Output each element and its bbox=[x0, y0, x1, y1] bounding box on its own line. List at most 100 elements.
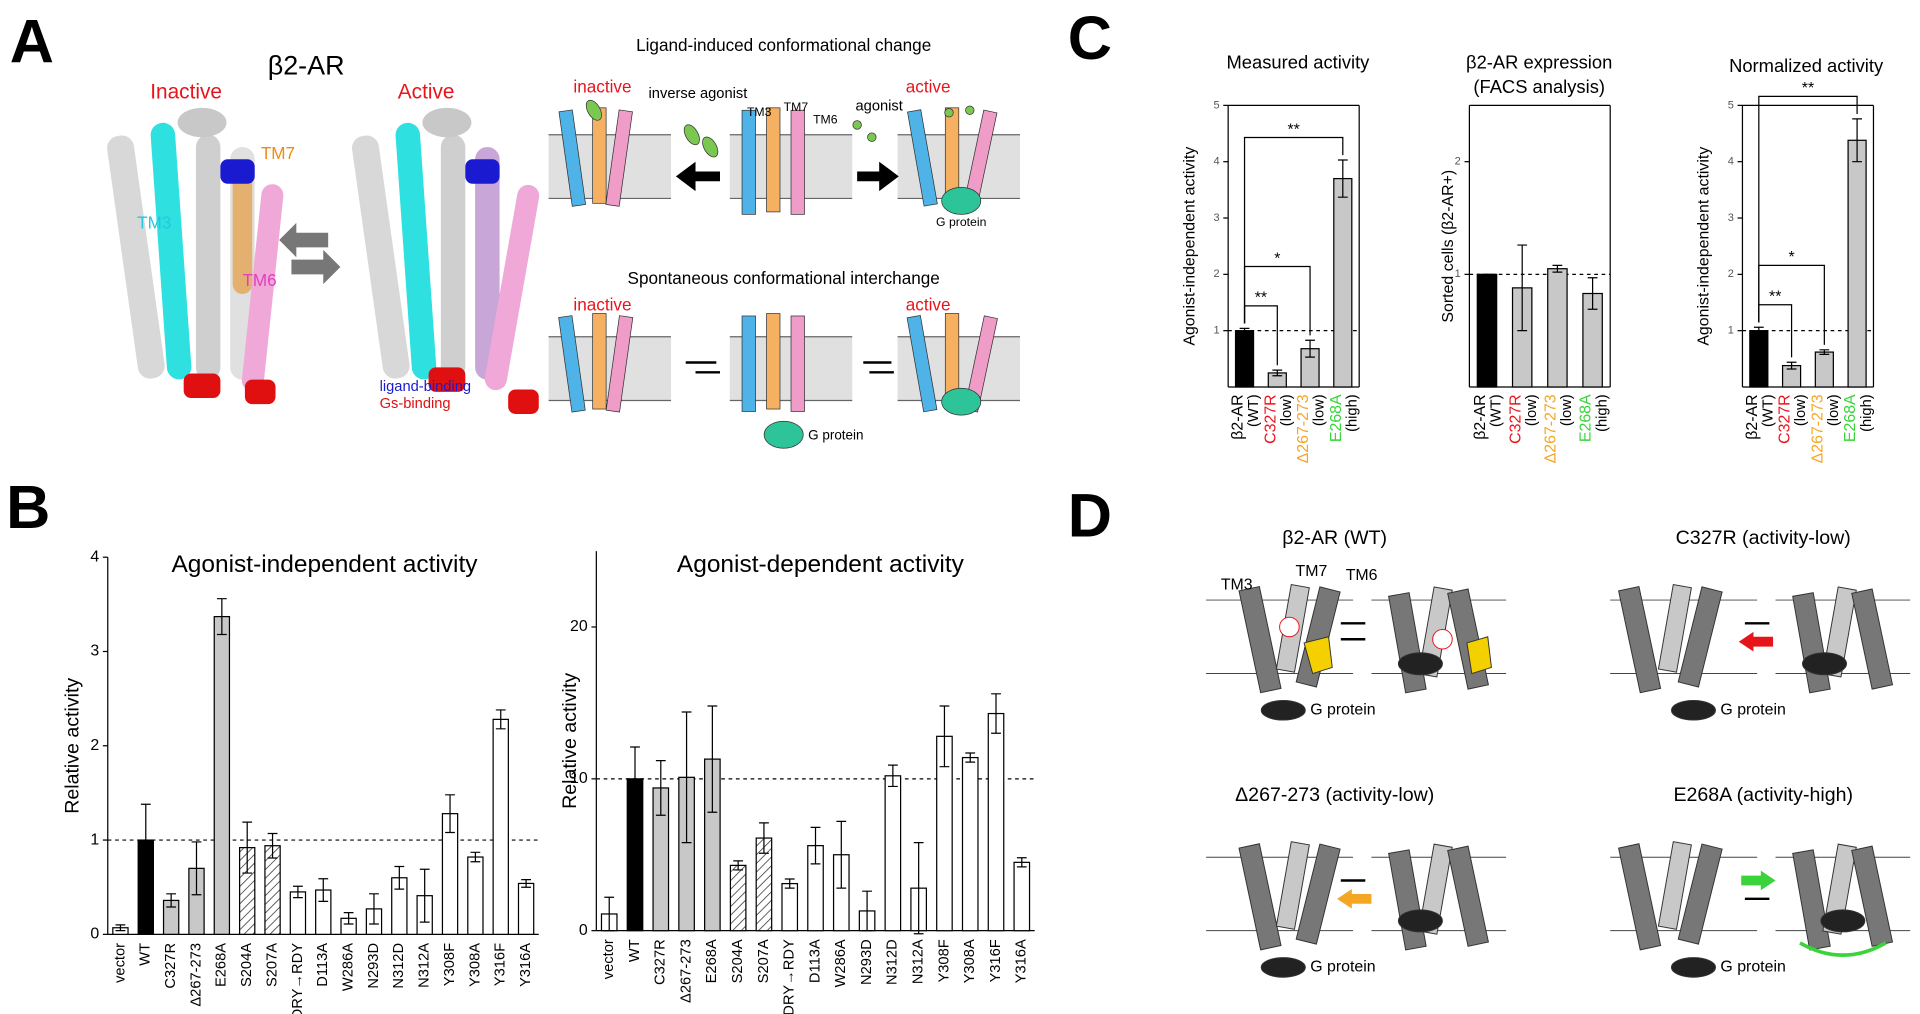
panel-d-text: β2-AR (WT) TM3 TM7 TM6 G protein C327R (… bbox=[1221, 527, 1853, 976]
error-bar bbox=[1786, 361, 1797, 370]
bar bbox=[517, 882, 535, 935]
panel-letter: B bbox=[6, 473, 50, 541]
x-tick-note: (WT) bbox=[1760, 394, 1776, 427]
x-tick-label: Y308F bbox=[936, 939, 952, 982]
y-tick-label: 4 bbox=[1728, 156, 1734, 168]
panel-letters: A B C D bbox=[6, 4, 1112, 550]
x-tick-label: Δ267-273 bbox=[678, 939, 694, 1003]
error-bar bbox=[604, 896, 615, 932]
error-bar bbox=[1239, 327, 1250, 334]
error-bar bbox=[445, 794, 455, 834]
x-tick-label: β2-AR bbox=[1230, 394, 1247, 439]
error-bar bbox=[1852, 118, 1862, 163]
label: TM7 bbox=[1296, 563, 1328, 580]
x-tick-label: Y308A bbox=[962, 939, 978, 983]
x-tick-label: vector bbox=[601, 939, 617, 979]
y-axis-label: Relative activity bbox=[559, 673, 581, 809]
x-tick-label: E268A bbox=[1578, 394, 1595, 442]
significance-label: ** bbox=[1802, 80, 1814, 97]
x-tick-note: (WT) bbox=[1489, 394, 1505, 427]
bar bbox=[467, 856, 484, 935]
x-tick-label: WT bbox=[627, 939, 643, 962]
y-tick-label: 2 bbox=[1728, 268, 1734, 280]
label: G protein bbox=[936, 215, 987, 229]
x-tick-label: Y308A bbox=[467, 943, 483, 987]
error-bar bbox=[191, 841, 202, 896]
error-bar bbox=[862, 890, 872, 932]
x-tick-label: S207A bbox=[264, 943, 280, 987]
x-tick-label: Y316F bbox=[988, 939, 1004, 982]
y-tick-label: 3 bbox=[1213, 212, 1219, 224]
label: G protein bbox=[1310, 959, 1375, 976]
error-bar bbox=[1305, 339, 1315, 358]
x-tick-label: Δ267-273 bbox=[1809, 394, 1826, 463]
x-tick-note: (low) bbox=[1559, 394, 1575, 426]
x-tick-label: N293D bbox=[366, 943, 382, 989]
significance-label: * bbox=[1274, 250, 1280, 267]
error-bar bbox=[707, 705, 718, 813]
chart-title: Agonist-dependent activity bbox=[677, 551, 965, 578]
bar bbox=[781, 882, 799, 932]
bar bbox=[264, 845, 281, 935]
label: C327R (activity-low) bbox=[1676, 527, 1851, 549]
x-tick-label: C327R bbox=[1777, 394, 1794, 444]
x-tick-label: Y316F bbox=[493, 943, 509, 986]
label: TM3 bbox=[1221, 577, 1253, 594]
x-tick-label: C327R bbox=[1262, 394, 1279, 444]
error-bar bbox=[1753, 326, 1764, 335]
x-tick-note: (high) bbox=[1344, 394, 1360, 432]
x-tick-label: E268A bbox=[214, 943, 230, 987]
x-tick-label: Y308F bbox=[442, 943, 458, 986]
x-tick-note: (low) bbox=[1312, 394, 1328, 426]
x-tick-label: N312A bbox=[417, 943, 433, 988]
error-bar bbox=[140, 803, 151, 877]
x-tick-label: Δ267-273 bbox=[1542, 394, 1559, 463]
bar-chart: Normalized activity Agonist-independent a… bbox=[1696, 55, 1884, 463]
error-bar bbox=[630, 746, 640, 812]
error-bar bbox=[836, 820, 847, 889]
error-bar bbox=[495, 709, 506, 730]
y-tick-label: 0 bbox=[579, 922, 588, 939]
error-bar bbox=[1337, 159, 1348, 198]
y-tick-label: 1 bbox=[1213, 325, 1219, 337]
label: inverse agonist bbox=[649, 86, 748, 102]
label: inactive bbox=[573, 295, 631, 315]
x-tick-note: (high) bbox=[1859, 394, 1875, 432]
y-tick-label: 1 bbox=[1455, 268, 1461, 280]
y-axis-label: Relative activity bbox=[62, 678, 84, 814]
error-bar bbox=[939, 705, 950, 768]
significance-label: ** bbox=[1287, 121, 1299, 138]
chart-title: β2-AR expression bbox=[1466, 52, 1612, 73]
bar bbox=[289, 891, 307, 935]
error-bar bbox=[470, 851, 481, 863]
error-bar bbox=[293, 885, 303, 899]
x-tick-label: Y316A bbox=[518, 943, 534, 987]
x-tick-label: Δ267-273 bbox=[1295, 394, 1312, 463]
panel-letter: A bbox=[10, 8, 54, 76]
label: TM7 bbox=[784, 100, 809, 114]
x-tick-label: E268A bbox=[1328, 394, 1345, 442]
x-tick-label: Y316A bbox=[1014, 939, 1030, 983]
y-tick-label: 2 bbox=[1455, 156, 1461, 168]
label: TM6 bbox=[242, 270, 276, 290]
y-tick-label: 2 bbox=[1213, 268, 1219, 280]
y-tick-label: 4 bbox=[90, 548, 99, 565]
x-tick-label: W286A bbox=[340, 943, 356, 991]
bar-chart: Measured activity Agonist-independent act… bbox=[1181, 52, 1370, 464]
x-tick-label: β2-AR bbox=[1744, 394, 1761, 439]
label: active bbox=[906, 77, 951, 97]
error-bar bbox=[681, 711, 692, 844]
x-tick-label: C327R bbox=[1507, 394, 1524, 444]
error-bar bbox=[733, 860, 744, 871]
bar bbox=[1814, 351, 1834, 388]
schematic bbox=[548, 99, 1020, 449]
x-tick-label: S204A bbox=[239, 943, 255, 987]
bar-chart: Agonist-independent activity Relative act… bbox=[62, 548, 539, 1014]
bar bbox=[987, 712, 1005, 932]
bar bbox=[729, 864, 747, 932]
x-tick-label: W286A bbox=[833, 939, 849, 987]
panel-d-shapes bbox=[1206, 583, 1911, 978]
error-bar bbox=[1016, 857, 1027, 868]
error-bar bbox=[655, 760, 666, 816]
